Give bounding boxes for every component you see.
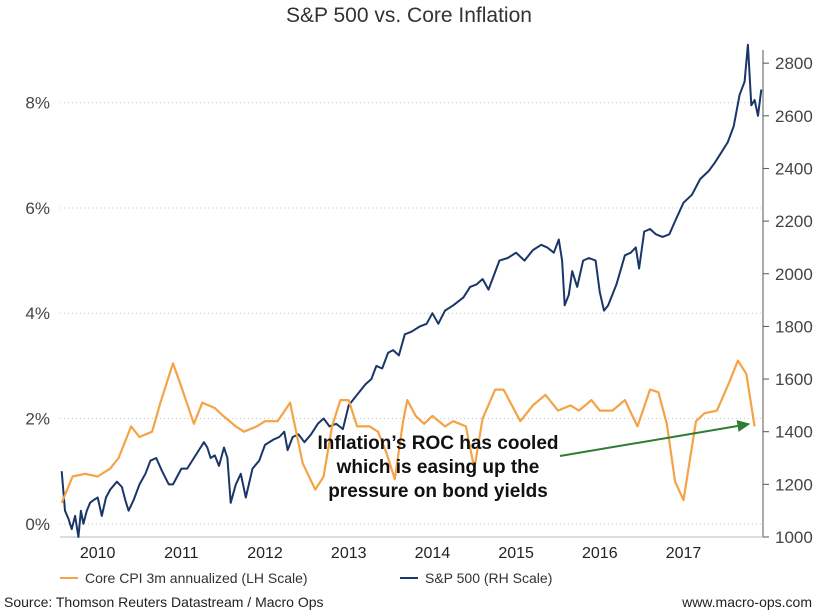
- x-tick-label: 2013: [331, 545, 367, 562]
- x-tick-label: 2016: [582, 545, 618, 562]
- legend-label-core-cpi: Core CPI 3m annualized (LH Scale): [85, 570, 308, 586]
- annotation-arrow: [559, 425, 738, 457]
- annotation: Inflation’s ROC has cooled which is easi…: [317, 420, 751, 502]
- right-axis: 1000 1200 1400 1600 1800 2000 2200 2400 2600 2800: [763, 54, 813, 547]
- right-tick-label: 1400: [775, 423, 813, 442]
- annotation-line-3: pressure on bond yields: [328, 481, 548, 502]
- x-tick-label: 2010: [80, 545, 116, 562]
- left-tick-label: 4%: [25, 304, 50, 323]
- annotation-line-1: Inflation’s ROC has cooled: [317, 433, 558, 454]
- chart-title: S&P 500 vs. Core Inflation: [286, 4, 532, 27]
- right-tick-label: 2600: [775, 107, 813, 126]
- left-tick-label: 2%: [25, 410, 50, 429]
- left-tick-label: 8%: [25, 94, 50, 113]
- x-tick-label: 2012: [247, 545, 283, 562]
- right-tick-label: 1800: [775, 317, 813, 336]
- x-tick-label: 2015: [498, 545, 534, 562]
- x-tick-label: 2011: [164, 545, 199, 562]
- right-tick-label: 2000: [775, 265, 813, 284]
- right-tick-label: 1600: [775, 370, 813, 389]
- series-core-cpi-line: [60, 359, 756, 504]
- right-tick-label: 2200: [775, 212, 813, 231]
- source-note: Source: Thomson Reuters Datastream / Mac…: [4, 594, 324, 610]
- annotation-arrowhead: [736, 420, 751, 432]
- legend-label-sp500: S&P 500 (RH Scale): [425, 570, 552, 586]
- x-axis: 2010 2011 2012 2013 2014 2015 2016 2017: [80, 545, 702, 562]
- x-tick-label: 2017: [666, 545, 702, 562]
- right-tick-label: 2800: [775, 54, 813, 73]
- legend: Core CPI 3m annualized (LH Scale) S&P 50…: [60, 570, 552, 586]
- right-tick-label: 2400: [775, 159, 813, 178]
- x-tick-label: 2014: [415, 545, 451, 562]
- left-tick-label: 0%: [25, 515, 50, 534]
- site-url: www.macro-ops.com: [681, 594, 812, 610]
- left-axis: 0% 2% 4% 6% 8%: [25, 94, 50, 534]
- annotation-line-2: which is easing up the: [336, 457, 540, 478]
- right-tick-label: 1000: [775, 528, 813, 547]
- right-tick-label: 1200: [775, 475, 813, 494]
- left-tick-label: 6%: [25, 199, 50, 218]
- series-sp500-line: [60, 43, 763, 538]
